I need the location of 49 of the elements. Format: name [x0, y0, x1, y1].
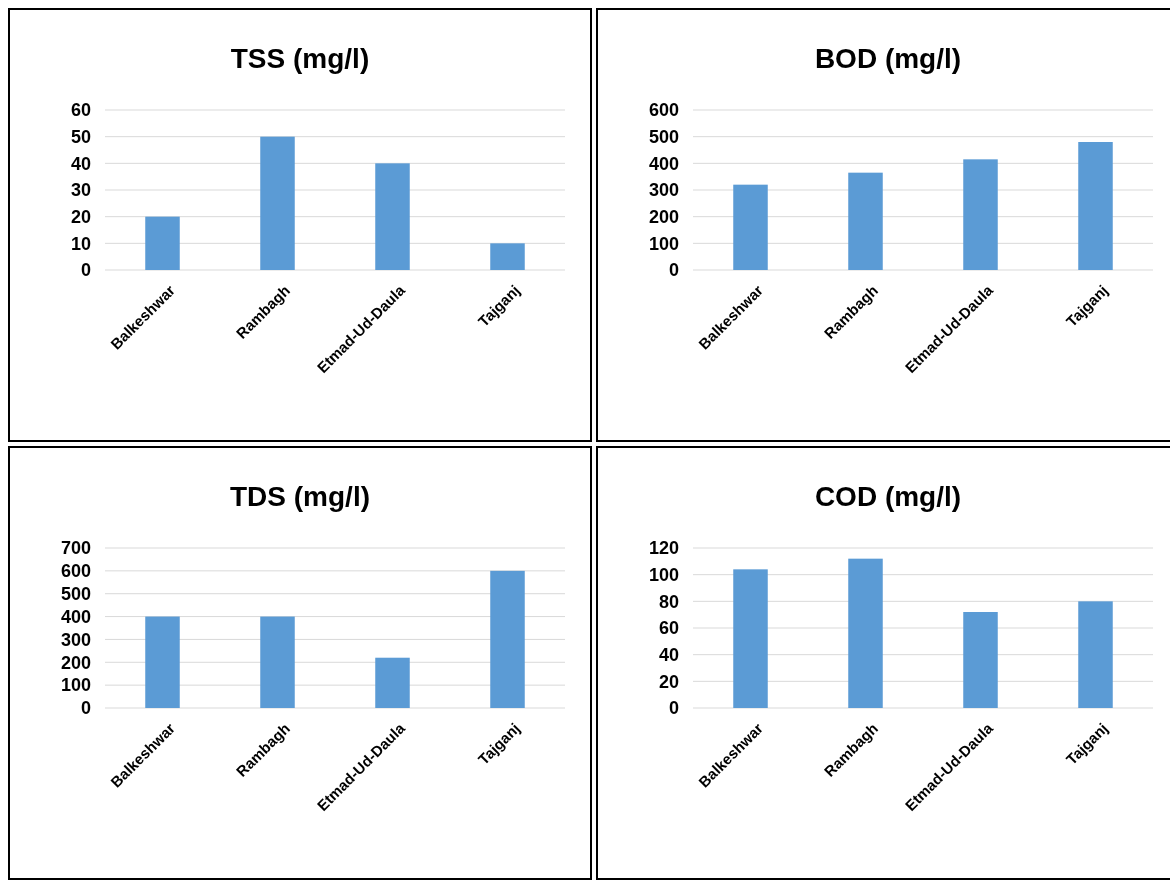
bar — [375, 657, 410, 708]
bar — [848, 558, 883, 708]
y-tick-label: 100 — [648, 233, 679, 254]
y-tick-label: 500 — [648, 126, 679, 147]
y-tick-label: 60 — [658, 618, 679, 639]
y-tick-label: 500 — [60, 584, 91, 605]
y-tick-label: 20 — [658, 671, 679, 692]
y-tick-label: 600 — [648, 100, 679, 121]
y-tick-label: 120 — [648, 538, 679, 559]
y-tick-label: 10 — [70, 233, 91, 254]
y-tick-label: 60 — [70, 100, 91, 121]
y-tick-label: 0 — [80, 260, 91, 281]
bar — [848, 172, 883, 270]
bar — [733, 569, 768, 708]
y-tick-label: 100 — [60, 675, 91, 696]
y-tick-label: 200 — [648, 206, 679, 227]
y-tick-label: 30 — [70, 180, 91, 201]
y-tick-label: 20 — [70, 206, 91, 227]
y-tick-label: 0 — [80, 698, 91, 719]
bar — [260, 136, 295, 270]
y-tick-label: 40 — [70, 153, 91, 174]
bar — [375, 163, 410, 270]
bar — [1078, 601, 1113, 708]
bar — [260, 616, 295, 708]
bar — [490, 570, 525, 708]
y-tick-label: 700 — [60, 538, 91, 559]
y-tick-label: 400 — [60, 606, 91, 627]
bar — [733, 184, 768, 270]
bar — [963, 612, 998, 708]
y-tick-label: 300 — [60, 629, 91, 650]
y-tick-label: 300 — [648, 180, 679, 201]
y-tick-label: 400 — [648, 153, 679, 174]
y-tick-label: 40 — [658, 644, 679, 665]
y-tick-label: 80 — [658, 591, 679, 612]
y-tick-label: 200 — [60, 652, 91, 673]
bar — [145, 616, 180, 708]
y-tick-label: 100 — [648, 564, 679, 585]
bar — [963, 159, 998, 270]
bar — [1078, 142, 1113, 270]
chart-title: TSS (mg/l) — [230, 43, 370, 74]
y-tick-label: 0 — [668, 698, 679, 719]
bar — [490, 243, 525, 270]
bar — [145, 216, 180, 270]
y-tick-label: 0 — [668, 260, 679, 281]
chart-title: TDS (mg/l) — [230, 481, 370, 512]
chart-title: BOD (mg/l) — [814, 43, 962, 74]
y-tick-label: 600 — [60, 561, 91, 582]
chart-title: COD (mg/l) — [814, 481, 962, 512]
y-tick-label: 50 — [70, 126, 91, 147]
